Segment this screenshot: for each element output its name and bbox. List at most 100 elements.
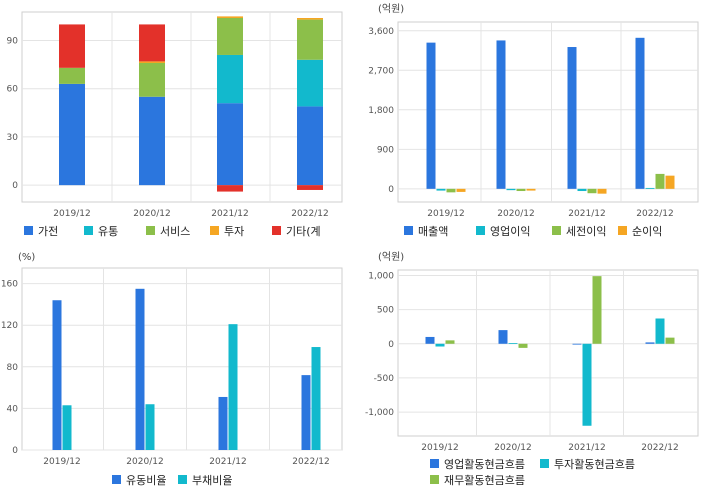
legend-label: 가전 [38, 225, 58, 238]
x-tick-label: 2021/12 [568, 209, 605, 219]
x-tick-label: 2022/12 [641, 443, 678, 453]
x-tick-label: 2019/12 [427, 209, 464, 219]
y-tick-label: 1,800 [368, 106, 394, 116]
x-tick-label: 2020/12 [126, 457, 163, 467]
x-tick-label: 2020/12 [133, 209, 170, 219]
bar-green [587, 188, 597, 194]
bar-green [518, 343, 528, 348]
bar-orange [456, 188, 466, 192]
legend-swatch [540, 459, 549, 468]
bar-blue [218, 396, 228, 450]
y-tick-label: 160 [1, 280, 18, 290]
bar-green [446, 188, 456, 193]
y-tick-label: 1,000 [368, 271, 394, 281]
bar-cyan [217, 54, 243, 104]
bar-cyan [655, 318, 665, 344]
legend-swatch [404, 226, 413, 235]
segment-revenue-chart: 0 30 60 90 2019/12 2020/12 2021/12 2022/12 가전 유통 서… [7, 11, 343, 238]
legend-swatch [146, 226, 155, 235]
y-tick-label: 120 [1, 321, 18, 331]
plot-frame [21, 267, 343, 451]
bar-red [217, 185, 243, 192]
bar-blue [635, 37, 645, 189]
y-tick-label: 30 [7, 133, 19, 143]
bar-orange [526, 188, 536, 191]
legend-swatch [24, 226, 33, 235]
y-tick-label: 80 [7, 363, 19, 373]
y-tick-label: 90 [7, 37, 19, 47]
x-tick-label: 2020/12 [494, 443, 531, 453]
ratio-chart: 0 40 80 120 160 2019/12 2020/12 2021/12 2022/12 (… [1, 252, 343, 487]
bar-cyan [582, 343, 592, 426]
unit-label: (%) [18, 252, 35, 263]
bar-blue [52, 300, 62, 450]
bar-orange [297, 18, 323, 20]
x-tick-label: 2022/12 [636, 209, 673, 219]
bar-orange [665, 175, 675, 189]
bar-blue [645, 342, 655, 344]
x-tick-label: 2020/12 [497, 209, 534, 219]
bar-cyan [311, 347, 321, 450]
legend-label: 서비스 [160, 225, 190, 238]
legend-label: 유동비율 [126, 474, 166, 487]
bar-orange [217, 16, 243, 18]
bar-blue [139, 96, 165, 186]
bar-green [445, 340, 455, 344]
bar-green [516, 188, 526, 192]
y-tick-label: 0 [388, 340, 394, 350]
unit-label: (억원) [378, 251, 404, 263]
bar-blue [425, 336, 435, 344]
plot-frame [397, 269, 699, 437]
legend-label: 투자활동현금흐름 [554, 457, 635, 471]
bar-cyan [62, 405, 72, 450]
income-chart: 0 900 1,800 2,700 3,600 2019/12 2020/12 2021/12… [368, 3, 699, 238]
legend-swatch [430, 475, 439, 484]
legend-label: 부채비율 [192, 474, 232, 487]
bar-blue [498, 330, 508, 344]
bar-cyan [506, 188, 516, 191]
bar-blue [426, 42, 436, 189]
x-tick-label: 2021/12 [209, 457, 246, 467]
legend-swatch [618, 226, 627, 235]
bar-red [139, 24, 165, 62]
bar-cyan [508, 343, 518, 344]
bar-cyan [435, 343, 445, 347]
bar-green [217, 18, 243, 55]
legend-swatch [430, 459, 439, 468]
legend-label: 영업이익 [490, 225, 530, 238]
plot-frame [397, 21, 699, 203]
legend-label: 매출액 [418, 225, 448, 238]
x-tick-label: 2019/12 [53, 209, 90, 219]
bar-blue [217, 103, 243, 186]
bar-orange [139, 61, 165, 63]
bar-blue [59, 83, 85, 186]
y-tick-label: -500 [374, 374, 395, 384]
y-tick-label: 0 [12, 446, 18, 456]
x-tick-label: 2021/12 [211, 209, 248, 219]
y-tick-label: 500 [377, 306, 394, 316]
legend-swatch [552, 226, 561, 235]
legend-label: 재무활동현금흐름 [444, 473, 525, 487]
legend-swatch [112, 475, 121, 484]
y-tick-label: -1,000 [365, 408, 394, 418]
x-tick-label: 2022/12 [292, 457, 329, 467]
legend-label: 세전이익 [566, 225, 606, 238]
legend-swatch [476, 226, 485, 235]
y-tick-label: 60 [7, 85, 19, 95]
bar-cyan [436, 188, 446, 191]
y-tick-label: 0 [12, 181, 18, 191]
legend-swatch [272, 226, 281, 235]
legend-swatch [84, 226, 93, 235]
bar-blue [301, 375, 311, 450]
bar-cyan [228, 324, 238, 450]
legend-swatch [178, 475, 187, 484]
bar-cyan [297, 59, 323, 107]
legend-swatch [210, 226, 219, 235]
bar-orange [597, 188, 607, 194]
bar-blue [496, 40, 506, 189]
bar-cyan [645, 187, 655, 189]
bar-cyan [577, 188, 587, 192]
legend-label: 유통 [98, 225, 118, 238]
bar-red [297, 185, 323, 190]
